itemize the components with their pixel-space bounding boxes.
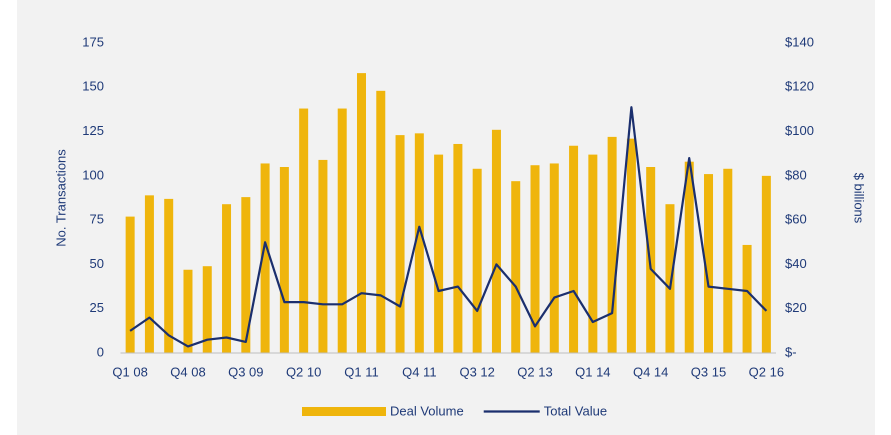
x-tick-label: Q1 14 (575, 364, 610, 379)
bar (434, 154, 444, 353)
x-tick-label: Q2 13 (517, 364, 552, 379)
bar (299, 108, 309, 354)
y2-tick-label: $120 (785, 79, 814, 94)
bar (607, 136, 617, 353)
x-tick-label: Q3 09 (228, 364, 263, 379)
bar (588, 154, 598, 353)
y2-tick-label: $- (785, 344, 797, 359)
bar (144, 195, 154, 353)
y-tick-label: 0 (97, 344, 104, 359)
bar (202, 266, 212, 353)
y2-tick-label: $80 (785, 167, 807, 182)
bar (472, 168, 482, 353)
bar (511, 181, 521, 353)
y-tick-label: 125 (82, 123, 104, 138)
bar (530, 165, 540, 353)
legend-label: Deal Volume (390, 403, 464, 418)
bar (395, 135, 405, 353)
x-tick-label: Q3 15 (691, 364, 726, 379)
bar (684, 161, 694, 353)
bar (222, 204, 232, 353)
bar (549, 163, 559, 353)
bar (704, 174, 714, 353)
y-tick-label: 175 (82, 34, 104, 49)
bar (414, 133, 424, 353)
x-tick-label: Q2 10 (286, 364, 321, 379)
bar (183, 269, 193, 353)
y2-tick-label: $20 (785, 300, 807, 315)
y2-tick-label: $40 (785, 256, 807, 271)
bar (742, 244, 752, 353)
y-tick-label: 150 (82, 79, 104, 94)
legend-label: Total Value (544, 403, 607, 418)
bar (337, 108, 347, 354)
bar (453, 143, 463, 353)
line (129, 106, 768, 348)
bar (491, 129, 501, 353)
bar (356, 73, 366, 353)
y-tick-label: 100 (82, 167, 104, 182)
y2-axis-title: $ billions (852, 173, 867, 224)
y2-tick-label: $140 (785, 34, 814, 49)
y-tick-label: 25 (90, 300, 104, 315)
y-tick-label: 50 (90, 256, 104, 271)
bar (626, 138, 636, 353)
x-tick-label: Q4 14 (633, 364, 668, 379)
y-axis-title: No. Transactions (53, 149, 68, 247)
x-tick-label: Q4 08 (170, 364, 205, 379)
bar (318, 159, 328, 353)
bar (260, 163, 270, 353)
bar (164, 198, 174, 353)
x-tick-label: Q3 12 (459, 364, 494, 379)
x-tick-label: Q1 11 (344, 364, 378, 379)
bar (241, 197, 251, 353)
bar (125, 216, 135, 353)
legend-swatch (302, 407, 386, 416)
y2-tick-label: $100 (785, 123, 814, 138)
bar (723, 168, 733, 353)
bar (761, 175, 771, 353)
bar (569, 145, 579, 353)
bar (279, 167, 289, 353)
y-tick-label: 75 (90, 212, 104, 227)
x-tick-label: Q2 16 (749, 364, 784, 379)
bar (376, 90, 386, 353)
y2-tick-label: $60 (785, 212, 807, 227)
x-tick-label: Q4 11 (402, 364, 436, 379)
x-tick-label: Q1 08 (112, 364, 147, 379)
bar (665, 204, 675, 353)
